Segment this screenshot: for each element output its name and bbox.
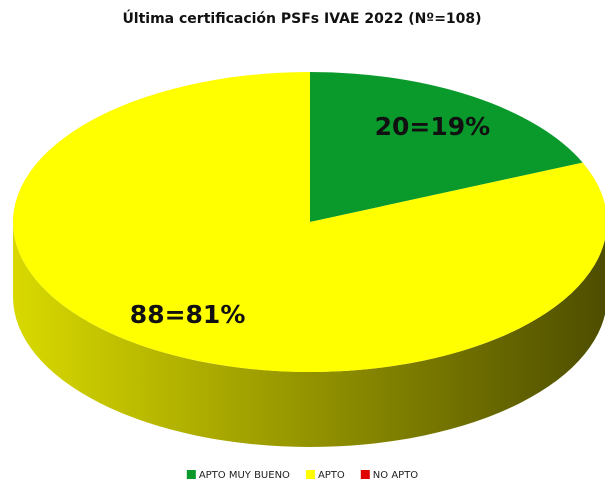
legend-swatch xyxy=(305,470,315,479)
legend: APTO MUY BUENO APTO NO APTO xyxy=(186,470,419,481)
legend-label: NO APTO xyxy=(373,470,419,481)
chart-title: Última certificación PSFs IVAE 2022 (Nº=… xyxy=(122,9,481,27)
data-label: 20=19% xyxy=(375,112,491,141)
data-label: 88=81% xyxy=(130,300,246,329)
legend-label: APTO xyxy=(318,470,345,481)
pie-slice xyxy=(310,72,583,222)
legend-label: APTO MUY BUENO xyxy=(199,470,290,481)
legend-swatch xyxy=(360,470,370,479)
pie-side xyxy=(13,222,605,447)
legend-swatch xyxy=(186,470,196,479)
pie-slice xyxy=(13,72,605,372)
